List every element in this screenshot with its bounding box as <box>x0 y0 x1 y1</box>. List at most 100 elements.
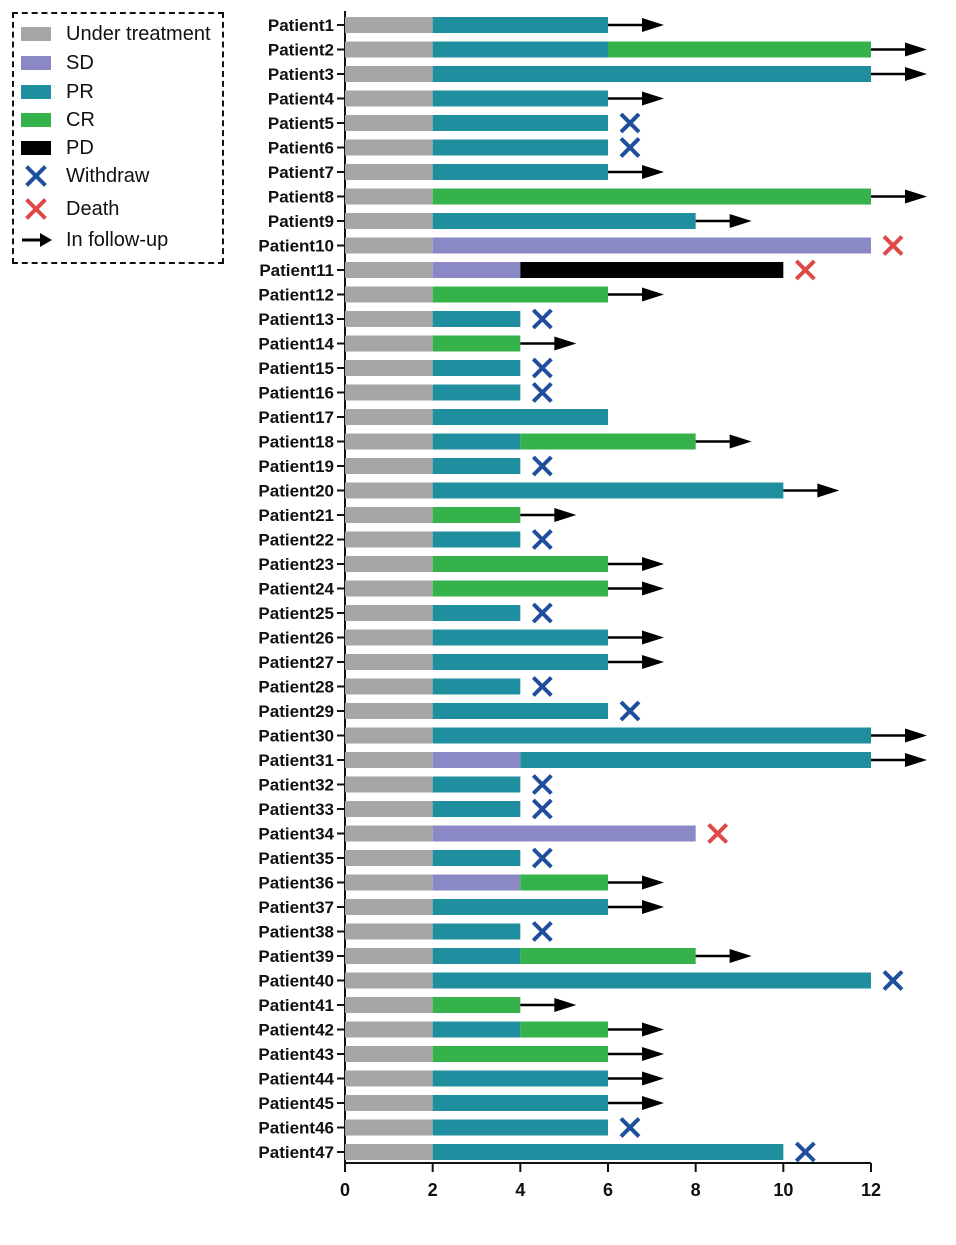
patient-label-34: Patient34 <box>258 825 334 844</box>
bar-segment-sd-patient-31 <box>432 752 521 768</box>
legend-label-under-treatment: Under treatment <box>66 22 211 45</box>
bar-segment-pr-patient-19 <box>432 458 521 474</box>
x-tick-label-2: 2 <box>428 1180 438 1200</box>
legend-label-cr: CR <box>66 108 95 131</box>
bar-segment-cr-patient-42 <box>520 1021 608 1038</box>
follow-up-arrow-head-patient-39 <box>729 949 752 963</box>
patient-label-33: Patient33 <box>258 800 334 819</box>
bar-segment-ut-patient-43 <box>345 1046 433 1062</box>
patient-label-46: Patient46 <box>258 1119 334 1138</box>
bar-segment-pr-patient-16 <box>432 384 521 401</box>
bar-segment-ut-patient-40 <box>345 972 433 989</box>
bar-segment-sd-patient-11 <box>432 262 521 278</box>
withdraw-marker-patient-6 <box>619 137 641 158</box>
bar-segment-ut-patient-14 <box>345 335 433 352</box>
legend-swatch-pr <box>21 85 51 99</box>
bar-segment-sd-patient-10 <box>432 237 871 254</box>
bar-segment-ut-patient-6 <box>345 139 433 156</box>
bar-segment-ut-patient-18 <box>345 433 433 450</box>
follow-up-arrow-head-patient-12 <box>642 287 664 302</box>
bar-segment-pr-patient-2 <box>432 41 608 58</box>
withdraw-marker-patient-35 <box>531 847 553 869</box>
follow-up-arrow-head-patient-2 <box>905 42 927 57</box>
bar-segment-pr-patient-20 <box>432 482 784 499</box>
bar-segment-pr-patient-18 <box>432 433 521 450</box>
legend-label-pr: PR <box>66 80 94 103</box>
bar-segment-ut-patient-19 <box>345 458 433 474</box>
follow-up-arrow-head-patient-41 <box>554 998 577 1012</box>
bar-segment-ut-patient-34 <box>345 825 433 842</box>
patient-label-35: Patient35 <box>258 849 334 868</box>
patient-label-40: Patient40 <box>258 972 334 991</box>
withdraw-marker-patient-38 <box>531 921 553 942</box>
patient-label-7: Patient7 <box>268 163 334 182</box>
patient-label-15: Patient15 <box>258 359 334 378</box>
legend-swatch-sd <box>21 56 51 70</box>
follow-up-arrow-head-patient-42 <box>642 1022 664 1037</box>
bar-segment-pr-patient-44 <box>432 1070 608 1087</box>
legend-item-pr: PR <box>20 78 94 106</box>
patient-label-10: Patient10 <box>258 237 334 256</box>
bar-segment-sd-patient-36 <box>432 874 521 891</box>
bar-segment-pr-patient-29 <box>432 703 608 719</box>
patient-label-44: Patient44 <box>258 1070 334 1089</box>
patient-label-11: Patient11 <box>259 261 334 280</box>
withdraw-marker-patient-16 <box>531 382 553 403</box>
follow-up-arrow-head-patient-21 <box>554 508 577 522</box>
withdraw-marker-patient-15 <box>531 357 553 379</box>
patient-label-21: Patient21 <box>258 506 334 525</box>
patient-label-24: Patient24 <box>258 580 334 599</box>
bar-segment-pr-patient-4 <box>432 90 608 107</box>
bar-segment-pr-patient-17 <box>432 409 608 425</box>
patient-label-1: Patient1 <box>268 16 334 35</box>
bar-segment-ut-patient-12 <box>345 286 433 303</box>
bar-segment-ut-patient-32 <box>345 776 433 793</box>
bar-segment-ut-patient-2 <box>345 41 433 58</box>
withdraw-marker-patient-47 <box>794 1141 816 1163</box>
follow-up-arrow-head-patient-27 <box>642 655 664 669</box>
withdraw-cross-icon <box>25 165 47 187</box>
legend-label-death: Death <box>66 197 120 220</box>
bar-segment-ut-patient-36 <box>345 874 433 891</box>
bar-segment-cr-patient-41 <box>432 997 521 1013</box>
patient-label-8: Patient8 <box>268 188 334 207</box>
patient-label-13: Patient13 <box>258 310 334 329</box>
bar-segment-ut-patient-9 <box>345 213 433 229</box>
bar-segment-ut-patient-5 <box>345 115 433 131</box>
legend-item-withdraw: Withdraw <box>20 162 149 190</box>
bar-segment-pr-patient-42 <box>432 1021 521 1038</box>
death-marker-patient-10 <box>882 235 904 256</box>
bar-segment-pr-patient-47 <box>432 1144 784 1160</box>
patient-label-42: Patient42 <box>258 1021 334 1040</box>
follow-up-arrow-head-patient-23 <box>642 557 664 571</box>
bar-segment-pr-patient-39 <box>432 948 521 964</box>
withdraw-marker-patient-29 <box>619 700 641 722</box>
bar-segment-pr-patient-22 <box>432 531 521 548</box>
follow-up-arrow-head-patient-3 <box>905 67 927 81</box>
bar-segment-pr-patient-3 <box>432 66 871 82</box>
follow-up-arrow-head-patient-36 <box>642 875 664 890</box>
patient-label-31: Patient31 <box>258 751 334 770</box>
legend-label-in-follow-up: In follow-up <box>66 228 169 251</box>
patient-label-25: Patient25 <box>258 604 334 623</box>
follow-up-arrow-head-patient-4 <box>642 91 664 106</box>
bar-segment-cr-patient-39 <box>520 948 696 964</box>
bar-segment-ut-patient-39 <box>345 948 433 964</box>
follow-up-arrow-head-patient-20 <box>817 483 840 498</box>
x-tick-label-6: 6 <box>603 1180 613 1200</box>
patient-label-5: Patient5 <box>268 114 334 133</box>
withdraw-marker-patient-28 <box>531 676 553 697</box>
patient-label-19: Patient19 <box>258 457 334 476</box>
bar-segment-pr-patient-9 <box>432 213 696 229</box>
bar-segment-ut-patient-1 <box>345 17 433 33</box>
follow-up-arrow-head-patient-24 <box>642 581 664 596</box>
withdraw-marker-patient-40 <box>882 970 904 991</box>
bar-segment-ut-patient-15 <box>345 360 433 376</box>
withdraw-marker-patient-13 <box>531 308 553 330</box>
bar-segment-ut-patient-45 <box>345 1095 433 1111</box>
bar-segment-ut-patient-26 <box>345 629 433 646</box>
bar-segment-ut-patient-4 <box>345 90 433 107</box>
bar-segment-pr-patient-25 <box>432 605 521 621</box>
